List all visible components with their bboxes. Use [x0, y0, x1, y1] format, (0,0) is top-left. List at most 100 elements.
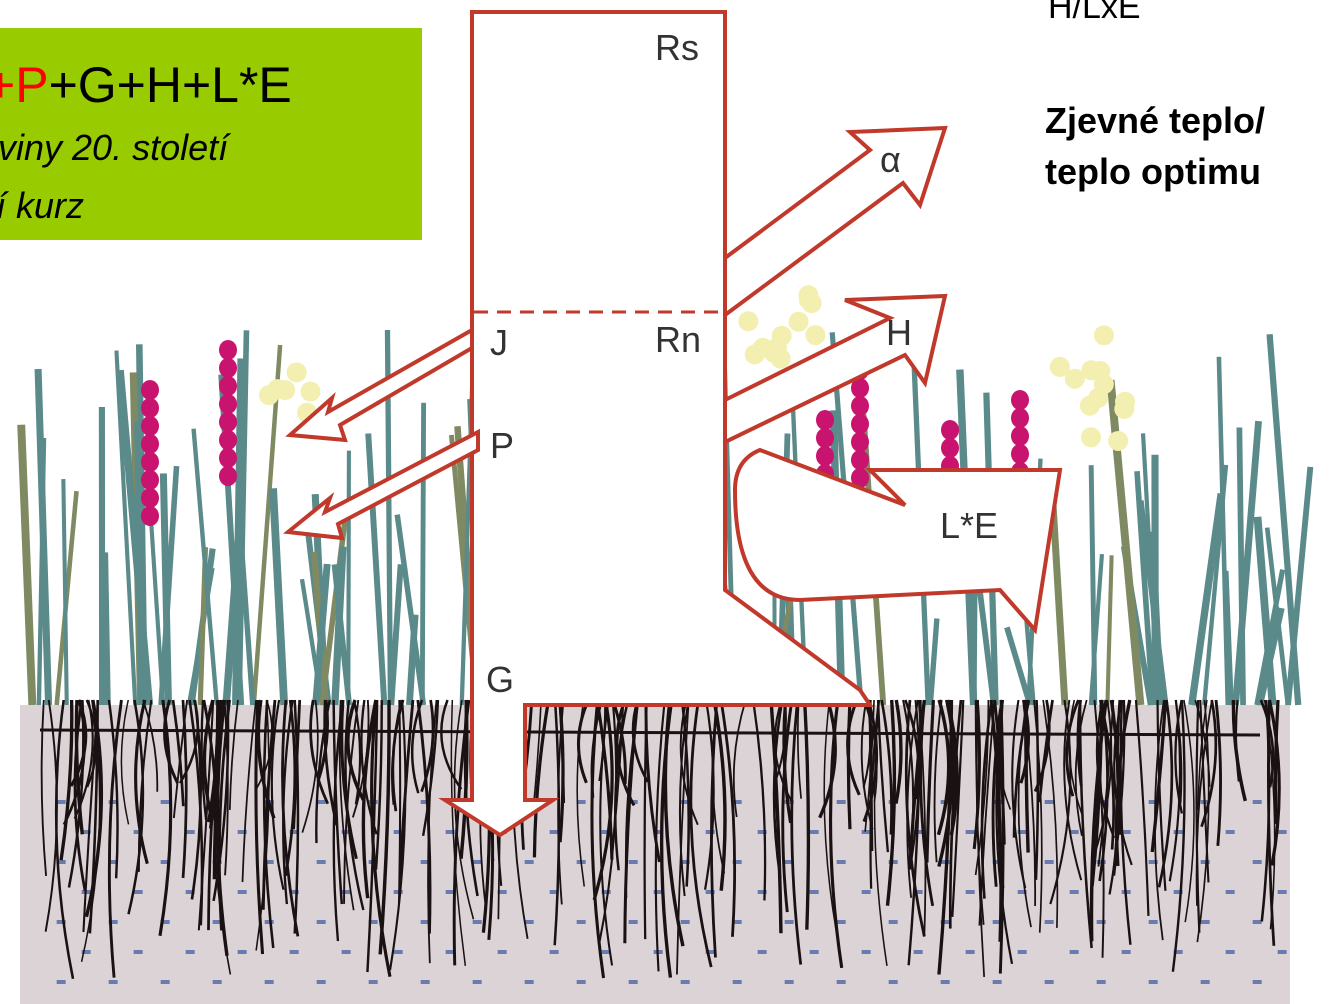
water-dash: [810, 950, 819, 954]
bloom: [1081, 427, 1101, 447]
water-dash: [134, 890, 143, 894]
water-dash: [317, 920, 326, 924]
stem: [21, 425, 32, 705]
flower: [219, 466, 237, 486]
flower: [141, 452, 159, 472]
water-dash: [109, 980, 118, 984]
stem: [273, 488, 284, 705]
bloom: [789, 312, 809, 332]
water-dash: [473, 980, 482, 984]
bloom: [1115, 392, 1135, 412]
water-dash: [1097, 980, 1106, 984]
subtitle-line: viny 20. století: [0, 127, 231, 168]
water-dash: [681, 980, 690, 984]
water-dash: [161, 980, 170, 984]
label: H: [886, 312, 912, 353]
water-dash: [1226, 950, 1235, 954]
water-dash: [161, 800, 170, 804]
water-dash: [862, 830, 871, 834]
flower: [1011, 390, 1029, 410]
flower: [851, 414, 869, 434]
water-dash: [473, 860, 482, 864]
flower: [219, 340, 237, 360]
root: [848, 700, 850, 829]
water-dash: [966, 830, 975, 834]
flower: [851, 450, 869, 470]
water-dash: [862, 950, 871, 954]
bloom: [300, 382, 320, 402]
flower: [816, 410, 834, 430]
water-dash: [57, 980, 66, 984]
water-dash: [810, 890, 819, 894]
water-dash: [733, 980, 742, 984]
water-dash: [369, 980, 378, 984]
water-dash: [993, 980, 1002, 984]
flower: [851, 396, 869, 416]
water-dash: [810, 830, 819, 834]
formula-red: +P: [0, 57, 49, 113]
water-dash: [837, 980, 846, 984]
albedo-arrow: [725, 128, 945, 315]
water-dash: [1253, 980, 1262, 984]
flower: [1011, 444, 1029, 464]
water-dash: [1278, 950, 1287, 954]
water-dash: [317, 980, 326, 984]
water-dash: [629, 920, 638, 924]
water-dash: [1070, 950, 1079, 954]
water-dash: [265, 980, 274, 984]
flower: [219, 394, 237, 414]
water-dash: [213, 980, 222, 984]
water-dash: [134, 950, 143, 954]
water-dash: [550, 950, 559, 954]
flower: [141, 470, 159, 490]
water-dash: [394, 950, 403, 954]
flower: [219, 358, 237, 378]
page: {"formula": {"red": "+P", "black": "+G+H…: [0, 0, 1338, 1004]
water-dash: [1278, 890, 1287, 894]
water-dash: [1149, 920, 1158, 924]
flower: [816, 446, 834, 466]
bloom: [1050, 357, 1070, 377]
water-dash: [186, 830, 195, 834]
flower: [141, 398, 159, 418]
flower: [941, 438, 959, 458]
heading-line: teplo optimu: [1045, 151, 1261, 192]
water-dash: [889, 920, 898, 924]
water-dash: [758, 950, 767, 954]
water-dash: [525, 860, 534, 864]
water-dash: [837, 800, 846, 804]
label: P: [490, 425, 514, 466]
stem: [63, 479, 66, 705]
water-dash: [785, 980, 794, 984]
water-dash: [57, 800, 66, 804]
stem: [1053, 498, 1065, 705]
water-dash: [1253, 920, 1262, 924]
flower: [141, 506, 159, 526]
formula-black: +G+H+L*E: [49, 57, 292, 113]
stem: [348, 451, 349, 705]
water-dash: [1201, 920, 1210, 924]
flower: [219, 448, 237, 468]
water-dash: [1018, 950, 1027, 954]
bloom: [772, 326, 792, 346]
water-dash: [966, 890, 975, 894]
water-dash: [421, 980, 430, 984]
bloom: [1094, 325, 1114, 345]
label: G: [486, 659, 514, 700]
water-dash: [1253, 860, 1262, 864]
stem: [1111, 380, 1141, 705]
water-dash: [186, 950, 195, 954]
water-dash: [577, 920, 586, 924]
water-dash: [1201, 980, 1210, 984]
water-dash: [1045, 800, 1054, 804]
flower: [219, 430, 237, 450]
bloom: [1108, 431, 1128, 451]
water-dash: [1045, 980, 1054, 984]
water-dash: [1122, 950, 1131, 954]
water-dash: [317, 860, 326, 864]
water-dash: [1149, 980, 1158, 984]
water-dash: [914, 950, 923, 954]
water-dash: [1226, 830, 1235, 834]
water-dash: [342, 890, 351, 894]
water-dash: [238, 950, 247, 954]
